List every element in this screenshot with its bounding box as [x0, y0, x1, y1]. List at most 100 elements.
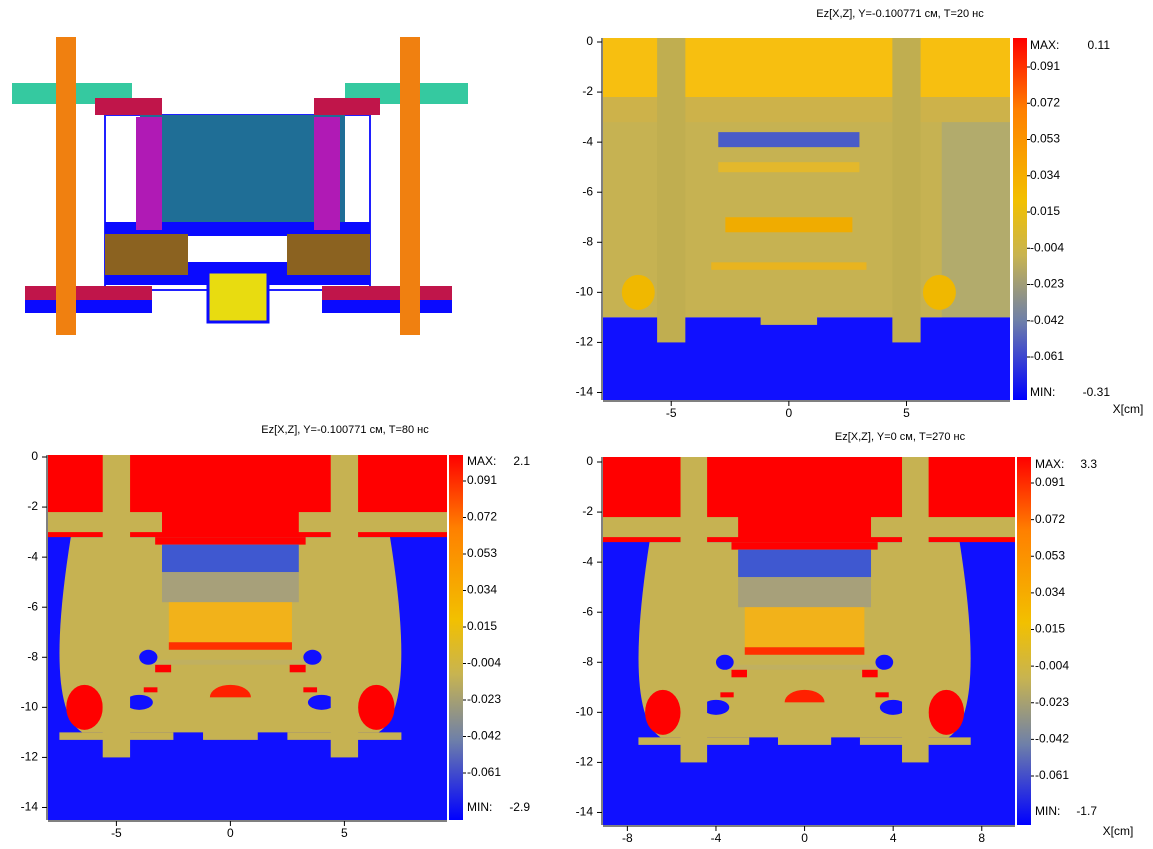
x-tick-label: 0	[227, 826, 234, 840]
colorbar-label: -0.042	[1035, 732, 1069, 746]
field-region	[892, 17, 920, 342]
x-axis-label: X[cm]	[1103, 824, 1134, 838]
field-region	[638, 737, 749, 745]
colorbar-min: -1.7	[1076, 804, 1097, 818]
field-region	[25, 512, 162, 532]
y-tick-label: -10	[21, 700, 39, 714]
panel-title: Ez[X,Z], Y=0 см, T=270 нс	[835, 431, 966, 443]
field-region	[299, 512, 470, 532]
colorbar-label: 0.034	[1030, 168, 1060, 182]
colorbar-label: -0.004	[467, 656, 501, 670]
y-tick-label: -12	[576, 335, 594, 349]
colorbar-label: -0.004	[1035, 658, 1069, 672]
shape	[105, 234, 188, 275]
panel-title: Ez[X,Z], Y=-0.100771 см, T=20 нс	[816, 8, 984, 20]
x-tick-label: 5	[341, 826, 348, 840]
colorbar-label: 0.072	[467, 510, 497, 524]
field-region	[862, 670, 878, 678]
shape	[314, 98, 380, 115]
y-tick-label: -8	[582, 654, 593, 668]
field-region	[579, 317, 1033, 417]
heatmap	[25, 432, 470, 833]
field-blob	[139, 650, 157, 665]
field-blob	[303, 650, 321, 665]
colorbar-max-label: MAX:	[467, 454, 496, 468]
field-region	[875, 692, 888, 697]
colorbar-label: -0.023	[1030, 277, 1064, 291]
x-tick-label: 8	[978, 831, 985, 845]
shape	[400, 37, 420, 335]
y-tick-label: -4	[27, 549, 38, 563]
field-region	[162, 572, 299, 602]
y-tick-label: -8	[582, 234, 593, 248]
y-tick-label: -2	[27, 499, 38, 513]
x-tick-label: -4	[711, 831, 722, 845]
colorbar-label: 0.053	[1035, 548, 1065, 562]
field-region	[155, 537, 305, 545]
colorbar	[1013, 38, 1027, 400]
field-blob	[929, 690, 964, 735]
field-blob	[645, 690, 680, 735]
field-blob	[622, 275, 655, 310]
field-region	[303, 687, 317, 692]
geometry-diagram	[12, 37, 468, 335]
field-blob	[716, 655, 734, 670]
colorbar-max: 0.11	[1088, 38, 1111, 52]
x-tick-label: 0	[801, 831, 808, 845]
colorbar	[449, 455, 463, 820]
shape	[287, 234, 370, 275]
y-tick-label: -6	[27, 599, 38, 613]
field-region	[871, 517, 1037, 537]
shape	[136, 117, 162, 230]
field-region	[287, 732, 401, 740]
colorbar-label: 0.091	[467, 473, 497, 487]
shape	[56, 37, 76, 335]
y-tick-label: -4	[582, 554, 593, 568]
field-region	[579, 97, 1033, 122]
y-tick-label: -14	[576, 805, 594, 819]
y-tick-label: -12	[576, 755, 594, 769]
x-tick-label: -5	[666, 406, 677, 420]
field-blob	[923, 275, 956, 310]
colorbar-label: 0.053	[467, 546, 497, 560]
colorbar-max-label: MAX:	[1030, 38, 1059, 52]
field-region	[581, 517, 738, 537]
shape	[322, 300, 452, 313]
field-region	[103, 432, 130, 757]
field-region	[169, 602, 292, 642]
colorbar-label: 0.034	[467, 583, 497, 597]
x-tick-label: 5	[903, 406, 910, 420]
y-tick-label: -14	[21, 800, 39, 814]
field-region	[579, 17, 1033, 97]
field-panel: 0-2-4-6-8-10-12-14-505Ez[X,Z], Y=-0.1007…	[21, 424, 531, 840]
colorbar-label: 0.091	[1030, 59, 1060, 73]
colorbar-label: 0.072	[1035, 512, 1065, 526]
field-region	[331, 432, 358, 757]
x-tick-label: -5	[111, 826, 122, 840]
x-tick-label: 0	[786, 406, 793, 420]
shape	[322, 286, 452, 300]
field-region	[169, 642, 292, 650]
field-region	[148, 660, 312, 665]
shape	[25, 300, 152, 313]
colorbar-label: 0.015	[1030, 204, 1060, 218]
colorbar-label: 0.034	[1035, 585, 1065, 599]
field-region	[738, 577, 871, 607]
colorbar-min-label: MIN:	[1035, 804, 1060, 818]
field-panel: 0-2-4-6-8-10-12-14-505Ez[X,Z], Y=-0.1007…	[576, 8, 1144, 420]
colorbar-label: -0.042	[1030, 313, 1064, 327]
field-region	[657, 17, 685, 342]
field-region	[203, 697, 258, 740]
field-region	[155, 665, 171, 673]
field-region	[290, 665, 306, 673]
y-tick-label: -8	[27, 649, 38, 663]
panel-title: Ez[X,Z], Y=-0.100771 см, T=80 нс	[261, 424, 429, 436]
field-region	[731, 670, 747, 678]
colorbar-label: 0.015	[1035, 622, 1065, 636]
colorbar-label: 0.015	[467, 619, 497, 633]
field-region	[902, 437, 929, 762]
colorbar-label: -0.023	[467, 692, 501, 706]
field-region	[711, 262, 866, 270]
colorbar-max: 2.1	[513, 454, 530, 468]
colorbar-label: 0.053	[1030, 132, 1060, 146]
